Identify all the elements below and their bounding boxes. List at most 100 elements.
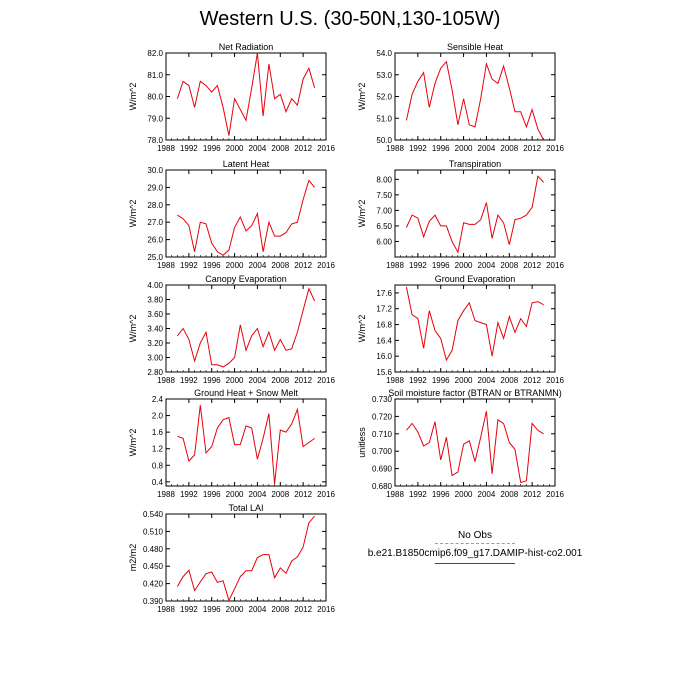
x-tick-label: 2016: [546, 376, 564, 385]
x-tick-label: 2012: [294, 261, 312, 270]
panel-7: Ground Heat + Snow Melt W/m^2 1988 1992 1996…: [128, 388, 335, 499]
y-tick-label: 80.0: [147, 93, 163, 102]
y-axis-label: W/m^2: [357, 83, 367, 111]
x-tick-label: 2012: [294, 376, 312, 385]
x-tick-label: 1988: [157, 376, 175, 385]
y-tick-label: 28.0: [147, 201, 163, 210]
panel-title: Latent Heat: [223, 159, 270, 169]
panel-1: Net Radiation W/m^2 1988 1992 1996 2000 2004 20…: [128, 42, 335, 153]
x-tick-label: 1996: [432, 144, 450, 153]
x-tick-label: 2000: [226, 605, 244, 614]
y-tick-label: 2.0: [152, 412, 164, 421]
x-tick-label: 2000: [226, 376, 244, 385]
y-axis-label: W/m^2: [357, 200, 367, 228]
x-tick-label: 2000: [455, 144, 473, 153]
x-tick-label: 1992: [409, 376, 427, 385]
y-axis-label: unitless: [357, 427, 367, 458]
y-tick-label: 50.0: [376, 136, 392, 145]
x-tick-label: 2000: [226, 490, 244, 499]
y-tick-label: 53.0: [376, 71, 392, 80]
panel-title: Transpiration: [449, 159, 501, 169]
x-tick-label: 1992: [180, 376, 198, 385]
x-tick-label: 2016: [546, 490, 564, 499]
panel-frame: [165, 52, 327, 141]
panel-frame: [394, 398, 556, 487]
panel-title: Soil moisture factor (BTRAN or BTRANMN): [388, 388, 562, 398]
panel-2: Sensible Heat W/m^2 1988 1992 1996 2000 2004 20…: [357, 42, 564, 153]
y-tick-label: 0.420: [143, 580, 164, 589]
panel-frame: [394, 169, 556, 258]
x-tick-label: 2004: [478, 261, 496, 270]
x-tick-label: 1992: [409, 144, 427, 153]
x-tick-label: 2016: [317, 144, 335, 153]
y-tick-label: 0.720: [372, 412, 393, 421]
y-tick-label: 2.4: [152, 395, 164, 404]
x-tick-label: 1996: [203, 490, 221, 499]
x-tick-label: 1996: [203, 376, 221, 385]
x-tick-label: 1996: [203, 144, 221, 153]
series-line: [405, 175, 544, 254]
y-tick-label: 6.00: [376, 237, 392, 246]
panel-9: Total LAI m2/m2 1988 1992 1996 2000 2004 2008 20…: [128, 503, 335, 614]
y-tick-label: 0.8: [152, 461, 164, 470]
x-tick-label: 1992: [180, 144, 198, 153]
panel-frame: [165, 513, 327, 602]
panel-title: Total LAI: [228, 503, 263, 513]
x-tick-label: 2004: [478, 376, 496, 385]
x-tick-label: 1992: [180, 261, 198, 270]
panel-frame: [165, 284, 327, 373]
x-tick-label: 2008: [500, 144, 518, 153]
y-tick-label: 0.690: [372, 465, 393, 474]
x-tick-label: 1988: [157, 490, 175, 499]
y-tick-label: 16.8: [376, 321, 392, 330]
x-tick-label: 2016: [546, 144, 564, 153]
series-line: [177, 287, 316, 368]
x-tick-label: 2008: [271, 490, 289, 499]
y-tick-label: 6.50: [376, 222, 392, 231]
panel-title: Ground Evaporation: [435, 274, 516, 284]
x-tick-label: 2004: [249, 261, 267, 270]
y-tick-label: 0.730: [372, 395, 393, 404]
x-tick-label: 2012: [523, 261, 541, 270]
x-tick-label: 1988: [157, 605, 175, 614]
y-tick-label: 26.0: [147, 236, 163, 245]
x-tick-label: 2016: [546, 261, 564, 270]
y-tick-label: 78.0: [147, 136, 163, 145]
x-tick-label: 2012: [523, 144, 541, 153]
y-tick-label: 8.00: [376, 175, 392, 184]
y-tick-label: 0.450: [143, 562, 164, 571]
x-tick-label: 1992: [409, 261, 427, 270]
panel-5: Canopy Evaporation W/m^2 1988 1992 1996 2000 2…: [128, 274, 335, 385]
panel-title: Net Radiation: [219, 42, 274, 52]
x-tick-label: 2012: [294, 605, 312, 614]
panel-frame: [165, 169, 327, 258]
x-tick-label: 2008: [500, 490, 518, 499]
y-tick-label: 3.20: [147, 339, 163, 348]
x-tick-label: 2004: [249, 144, 267, 153]
x-tick-label: 1988: [386, 261, 404, 270]
x-tick-label: 2008: [500, 261, 518, 270]
y-tick-label: 16.4: [376, 336, 392, 345]
x-tick-label: 1988: [386, 144, 404, 153]
legend-model-line: [435, 563, 515, 564]
y-tick-label: 81.0: [147, 71, 163, 80]
y-tick-label: 1.2: [152, 445, 164, 454]
y-tick-label: 3.80: [147, 296, 163, 305]
y-tick-label: 1.6: [152, 428, 164, 437]
panel-8: Soil moisture factor (BTRAN or BTRANMN) u…: [357, 388, 564, 499]
x-tick-label: 2016: [317, 376, 335, 385]
y-tick-label: 29.0: [147, 183, 163, 192]
series-line: [405, 286, 544, 362]
y-tick-label: 2.80: [147, 368, 163, 377]
y-tick-label: 17.6: [376, 289, 392, 298]
y-tick-label: 51.0: [376, 114, 392, 123]
x-tick-label: 2000: [226, 144, 244, 153]
y-tick-label: 52.0: [376, 93, 392, 102]
series-line: [177, 405, 315, 484]
x-tick-label: 2016: [317, 261, 335, 270]
x-tick-label: 2008: [271, 376, 289, 385]
legend: No Obs b.e21.B1850cmip6.f09_g17.DAMIP-hi…: [360, 530, 590, 564]
x-tick-label: 1988: [157, 261, 175, 270]
x-tick-label: 2008: [271, 605, 289, 614]
